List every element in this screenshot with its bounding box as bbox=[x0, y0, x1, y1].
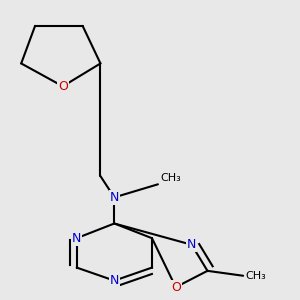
Text: N: N bbox=[110, 191, 119, 204]
Text: CH₃: CH₃ bbox=[245, 271, 266, 281]
Text: N: N bbox=[187, 238, 196, 251]
Text: O: O bbox=[58, 80, 68, 93]
Text: N: N bbox=[110, 274, 119, 287]
Text: N: N bbox=[72, 232, 81, 245]
Text: O: O bbox=[171, 281, 181, 294]
Text: CH₃: CH₃ bbox=[160, 173, 181, 183]
